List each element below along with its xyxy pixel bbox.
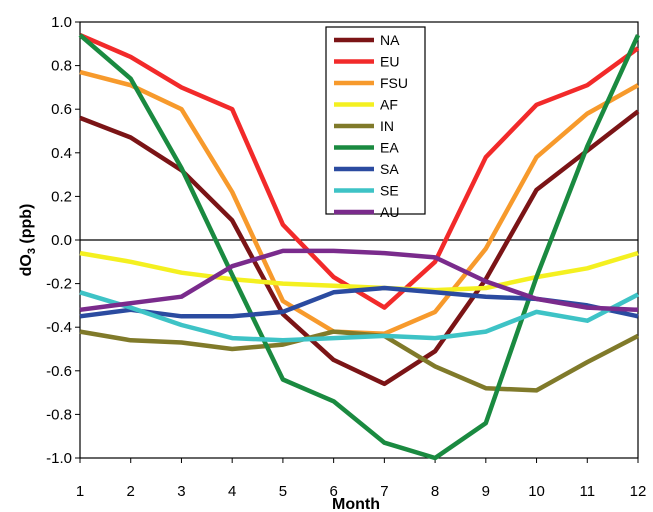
y-tick-label: -0.2: [46, 276, 72, 293]
series-line-ea: [78, 33, 641, 461]
y-tick-label: -1.0: [46, 450, 72, 467]
x-tick-label: 4: [228, 483, 236, 500]
y-axis-title-main: dO: [18, 254, 35, 276]
series-line-se: [79, 290, 640, 343]
legend-label-ea: EA: [380, 140, 399, 156]
y-axis-title-sub: 3: [26, 248, 38, 254]
legend: NA EU FSU AF IN EA SA SE AU: [325, 26, 426, 220]
legend-label-af: AF: [380, 97, 398, 113]
x-tick-label: 9: [482, 483, 490, 500]
series-line-na: [79, 109, 640, 387]
legend-box: [325, 26, 426, 215]
x-tick-label: 2: [127, 483, 135, 500]
y-axis-title-unit: (ppb): [18, 204, 35, 248]
x-tick-label: 7: [380, 483, 388, 500]
legend-label-eu: EU: [380, 54, 399, 70]
y-tick-label: 1.0: [51, 14, 72, 31]
x-tick-label: 12: [630, 483, 647, 500]
x-tick-label: 8: [431, 483, 439, 500]
y-tick-label: 0.6: [51, 101, 72, 118]
series-line-au: [79, 248, 639, 313]
x-tick-label: 11: [579, 483, 595, 500]
y-tick-label: 0.0: [51, 232, 72, 249]
legend-label-na: NA: [380, 32, 400, 48]
legend-label-fsu: FSU: [380, 75, 408, 91]
legend-label-in: IN: [380, 118, 394, 134]
y-tick-label: 0.2: [51, 188, 72, 205]
x-tick-label: 10: [528, 483, 545, 500]
series-lines: [78, 33, 641, 461]
y-tick-label: -0.4: [46, 319, 72, 336]
y-tick-label: 0.4: [51, 145, 72, 162]
x-tick-label: 3: [177, 483, 185, 500]
y-tick-label: -0.8: [46, 406, 72, 423]
y-tick-label: -0.6: [46, 363, 72, 380]
legend-label-au: AU: [380, 204, 399, 220]
y-tick-label: 0.8: [51, 58, 72, 75]
x-tick-label: 1: [76, 483, 84, 500]
x-tick-label: 5: [279, 483, 287, 500]
series-line-in: [79, 329, 640, 393]
legend-label-sa: SA: [380, 161, 399, 177]
axes: 1.00.80.60.40.20.0-0.2-0.4-0.6-0.8-1.01 2…: [46, 14, 646, 500]
x-axis-title: Month: [332, 496, 380, 512]
y-axis-title: dO3 (ppb): [18, 204, 38, 277]
legend-label-se: SE: [380, 183, 399, 199]
series-line-af: [79, 250, 639, 293]
x-tick-label: 6: [329, 483, 337, 500]
